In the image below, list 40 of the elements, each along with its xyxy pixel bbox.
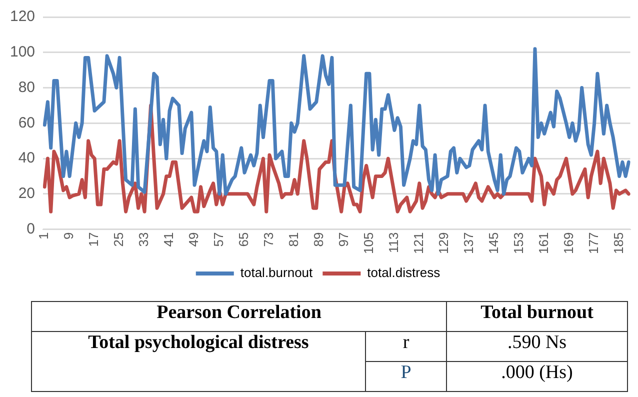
x-tick-label: 137 bbox=[460, 232, 476, 254]
y-tick-label: 100 bbox=[10, 44, 36, 61]
x-tick-label: 65 bbox=[236, 232, 252, 247]
x-tick-label: 57 bbox=[211, 232, 226, 247]
x-tick-label: 129 bbox=[436, 232, 451, 254]
x-tick-label: 145 bbox=[486, 232, 501, 254]
x-tick-label: 73 bbox=[261, 232, 276, 247]
x-tick-label: 89 bbox=[311, 232, 326, 247]
text: Total psychological distress bbox=[32, 332, 366, 392]
x-tick-label: 9 bbox=[61, 232, 76, 240]
x-tick-label: 177 bbox=[586, 232, 601, 254]
y-tick-label: 80 bbox=[18, 78, 36, 96]
y-tick-label: 120 bbox=[10, 8, 36, 26]
x-tick-label: 33 bbox=[136, 232, 152, 247]
text: P bbox=[366, 362, 446, 392]
text: Pearson Correlation bbox=[32, 302, 446, 332]
x-tick-label: 113 bbox=[386, 232, 402, 254]
y-tick-label: 20 bbox=[18, 185, 36, 202]
x-tick-label: 169 bbox=[560, 232, 576, 254]
legend-label: total.burnout bbox=[240, 265, 314, 280]
x-tick-label: 1 bbox=[36, 232, 52, 240]
text: .000 (Hs) bbox=[446, 362, 628, 392]
y-tick-label: 60 bbox=[18, 114, 36, 132]
x-tick-label: 121 bbox=[410, 232, 426, 254]
x-tick-label: 25 bbox=[111, 232, 126, 247]
x-tick-label: 105 bbox=[361, 232, 376, 254]
text: Total burnout bbox=[446, 302, 628, 332]
text: .590 Ns bbox=[446, 332, 628, 362]
x-tick-label: 97 bbox=[336, 232, 352, 247]
legend-label: total.distress bbox=[367, 265, 441, 280]
y-tick-label: 0 bbox=[26, 220, 36, 238]
x-tick-label: 49 bbox=[186, 232, 202, 247]
x-tick-label: 41 bbox=[161, 232, 176, 247]
y-tick-label: 40 bbox=[18, 150, 36, 167]
x-tick-label: 81 bbox=[286, 232, 302, 247]
x-tick-label: 17 bbox=[86, 232, 102, 247]
x-tick-label: 185 bbox=[610, 232, 626, 254]
x-tick-label: 161 bbox=[536, 232, 551, 254]
x-tick-label: 153 bbox=[510, 232, 526, 254]
text: r bbox=[366, 332, 446, 362]
